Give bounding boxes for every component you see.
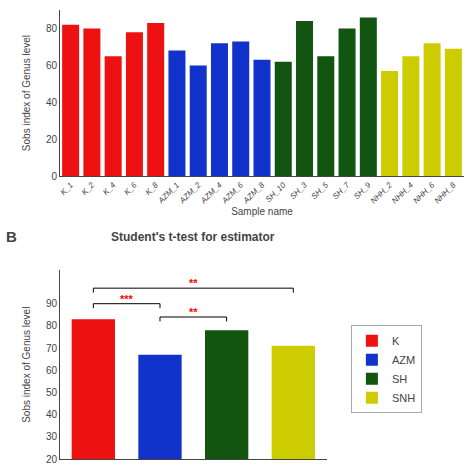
- svg-text:SH: SH: [392, 373, 407, 385]
- svg-text:70: 70: [46, 343, 58, 354]
- svg-text:50: 50: [46, 387, 58, 398]
- svg-text:AZM_8: AZM_8: [241, 180, 267, 206]
- svg-text:Sobs index of Genus level: Sobs index of Genus level: [21, 307, 32, 423]
- svg-text:90: 90: [46, 298, 58, 309]
- svg-text:20: 20: [46, 454, 58, 465]
- svg-text:**: **: [189, 306, 198, 318]
- svg-text:20: 20: [46, 134, 58, 145]
- svg-text:80: 80: [46, 320, 58, 331]
- svg-text:30: 30: [46, 431, 58, 442]
- svg-text:SH_3: SH_3: [288, 180, 309, 201]
- svg-text:NHH_4: NHH_4: [390, 180, 415, 205]
- svg-text:B: B: [6, 228, 17, 245]
- svg-text:NHH_6: NHH_6: [411, 180, 436, 205]
- svg-text:K_2: K_2: [80, 180, 97, 197]
- svg-text:K_1: K_1: [58, 181, 74, 197]
- svg-text:60: 60: [46, 60, 58, 71]
- svg-text:0: 0: [51, 171, 57, 182]
- svg-text:AZM_6: AZM_6: [220, 180, 246, 206]
- svg-text:K_8: K_8: [143, 180, 160, 197]
- svg-text:AZM_4: AZM_4: [198, 180, 224, 206]
- svg-text:Student's t-test for estimator: Student's t-test for estimator: [111, 230, 275, 244]
- svg-text:SH_5: SH_5: [310, 180, 331, 201]
- svg-text:SH_10: SH_10: [264, 180, 288, 204]
- svg-text:AZM_2: AZM_2: [177, 180, 203, 206]
- svg-text:K_4: K_4: [101, 180, 118, 197]
- svg-text:NHH_8: NHH_8: [433, 180, 458, 205]
- svg-text:Sample name: Sample name: [231, 206, 293, 217]
- svg-text:40: 40: [46, 97, 58, 108]
- svg-text:Sobs index of Genus level: Sobs index of Genus level: [21, 35, 32, 151]
- svg-text:K_6: K_6: [122, 180, 139, 197]
- svg-text:SH_9: SH_9: [352, 180, 373, 201]
- svg-text:**: **: [189, 277, 198, 289]
- svg-text:SH_7: SH_7: [331, 180, 352, 201]
- svg-text:AZM: AZM: [392, 354, 415, 366]
- svg-text:K: K: [392, 335, 400, 347]
- svg-text:80: 80: [46, 23, 58, 34]
- svg-text:SNH: SNH: [392, 392, 415, 404]
- svg-text:***: ***: [120, 293, 134, 305]
- svg-text:40: 40: [46, 409, 58, 420]
- svg-text:NHH_2: NHH_2: [369, 180, 394, 205]
- svg-text:AZM_1: AZM_1: [156, 181, 181, 206]
- svg-text:60: 60: [46, 365, 58, 376]
